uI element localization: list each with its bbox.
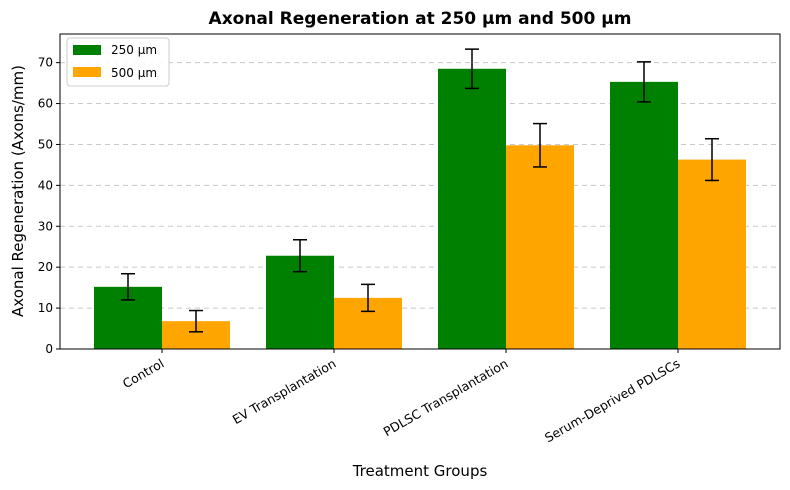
y-tick-label: 0 — [45, 342, 53, 356]
bar-250 — [610, 81, 678, 349]
y-tick-label: 30 — [38, 219, 53, 233]
y-tick-label: 20 — [38, 260, 53, 274]
y-tick-label: 70 — [38, 56, 53, 70]
x-tick-label: Serum-Deprived PDLSCs — [542, 356, 682, 446]
x-tick-label: PDLSC Transplantation — [381, 356, 511, 440]
error-bars — [121, 48, 719, 333]
plot-frame — [59, 33, 781, 350]
gridlines — [60, 62, 780, 309]
legend-label-500: 500 µm — [111, 66, 157, 80]
x-axis-ticks: Control EV Transplantation PDLSC Transplan… — [120, 349, 683, 445]
y-tick-label: 40 — [38, 178, 53, 192]
y-axis-label: Axonal Regeneration (Axons/mm) — [9, 65, 27, 317]
y-tick-label: 50 — [38, 137, 53, 151]
x-tick-label: EV Transplantation — [230, 356, 339, 427]
x-axis-label: Treatment Groups — [352, 462, 488, 480]
legend-swatch-250 — [73, 45, 101, 55]
legend-swatch-500 — [73, 67, 101, 77]
legend-label-250: 250 µm — [111, 43, 157, 57]
legend: 250 µm 500 µm — [66, 37, 170, 87]
bar-500 — [678, 159, 746, 349]
chart-title: Axonal Regeneration at 250 µm and 500 µm — [209, 9, 632, 29]
bars — [94, 68, 746, 349]
bar-250 — [438, 68, 506, 349]
y-tick-label: 60 — [38, 97, 53, 111]
y-axis-ticks: 0 10 20 30 40 50 60 70 — [38, 56, 60, 356]
y-tick-label: 10 — [38, 301, 53, 315]
x-tick-label: Control — [120, 356, 167, 392]
bar-500 — [506, 145, 574, 349]
